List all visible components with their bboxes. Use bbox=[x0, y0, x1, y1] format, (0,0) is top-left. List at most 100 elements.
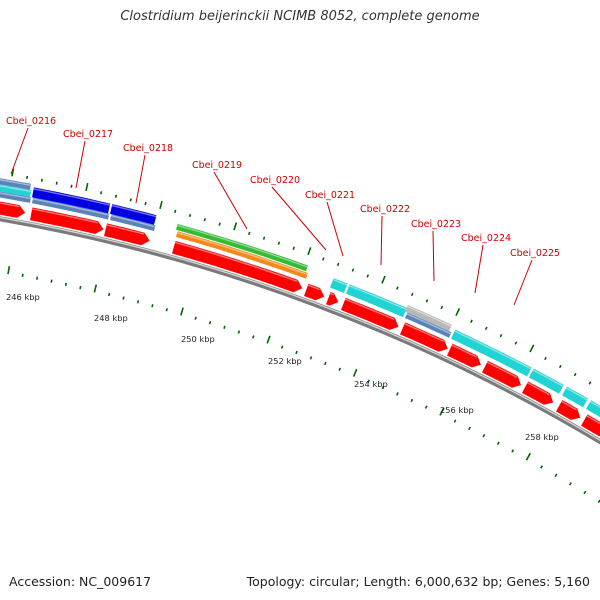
feature-tracks bbox=[0, 178, 600, 437]
leader-line-2 bbox=[135, 154, 146, 204]
outer-tick-11 bbox=[174, 209, 177, 214]
cds-arrow-3 bbox=[172, 241, 303, 293]
cds-arrow-8-shine bbox=[451, 344, 478, 358]
inner-tick-34 bbox=[496, 441, 500, 445]
outer-tick-18 bbox=[277, 241, 281, 245]
cds-arrow-10-shine bbox=[527, 382, 550, 396]
outer-tick-39 bbox=[588, 381, 592, 385]
cds-arrow-5-shine bbox=[329, 292, 334, 296]
outer-tick-12 bbox=[188, 213, 192, 218]
backbone-highlight bbox=[0, 216, 600, 442]
leader-line-7 bbox=[432, 230, 435, 282]
inner-tick-28 bbox=[410, 398, 414, 403]
cds-arrow-12 bbox=[581, 414, 600, 437]
leader-line-1 bbox=[75, 140, 86, 189]
outer-tick-5 bbox=[85, 182, 89, 192]
outer-tick-13 bbox=[203, 218, 206, 222]
inner-tick-27 bbox=[396, 392, 399, 396]
outer-tick-38 bbox=[573, 372, 577, 377]
cds-arrow-1-shine bbox=[32, 208, 98, 224]
cyan-feature-6-shine bbox=[589, 400, 600, 409]
cds-arrow-0 bbox=[0, 201, 26, 218]
rna-feature-3 bbox=[405, 312, 452, 338]
gene-label-cbei-0220: Cbei_0220 bbox=[250, 175, 300, 186]
inner-tick-6 bbox=[93, 284, 98, 293]
inner-tick-11 bbox=[165, 308, 168, 312]
cds-arrow-6 bbox=[341, 297, 399, 330]
leader-line-5 bbox=[326, 201, 344, 257]
outer-tick-33 bbox=[499, 333, 503, 338]
cds-arrow-6-shine bbox=[344, 298, 395, 320]
gene-label-cbei-0217: Cbei_0217 bbox=[63, 129, 113, 140]
inner-tick-38 bbox=[554, 473, 558, 477]
kbp-label-1: 248 kbp bbox=[94, 313, 128, 323]
leader-line-0 bbox=[10, 127, 29, 175]
inner-tick-31 bbox=[453, 419, 457, 423]
cds-arrow-2 bbox=[104, 223, 150, 246]
outer-tick-30 bbox=[455, 308, 461, 317]
cds-arrow-10 bbox=[522, 381, 554, 405]
outer-tick-7 bbox=[114, 194, 118, 198]
inner-tick-0 bbox=[7, 266, 11, 275]
inner-tick-37 bbox=[540, 465, 543, 469]
outer-tick-35 bbox=[529, 344, 535, 353]
leader-line-4 bbox=[271, 186, 327, 251]
rna-feature-0 bbox=[0, 191, 32, 203]
cyan-feature-3-shine bbox=[454, 330, 532, 370]
inner-tick-5 bbox=[79, 285, 82, 290]
outer-tick-31 bbox=[470, 319, 473, 323]
kbp-label-0: 246 kbp bbox=[6, 292, 40, 302]
blue-feature-2 bbox=[110, 204, 157, 225]
inner-tick-15 bbox=[223, 325, 226, 329]
outer-tick-10 bbox=[159, 200, 163, 210]
gene-label-cbei-0221: Cbei_0221 bbox=[305, 190, 355, 201]
cds-arrow-12-shine bbox=[586, 415, 600, 425]
cds-arrow-7 bbox=[400, 322, 448, 352]
gene-label-cbei-0219: Cbei_0219 bbox=[192, 160, 242, 171]
map-title: Clostridium beijerinckii NCIMB 8052, com… bbox=[120, 9, 480, 24]
kbp-label-3: 252 kbp bbox=[268, 356, 302, 366]
inner-tick-24 bbox=[352, 368, 358, 377]
inner-tick-40 bbox=[583, 490, 587, 495]
inner-tick-30 bbox=[439, 407, 445, 416]
genome-backbone bbox=[0, 216, 600, 445]
green-feature bbox=[176, 224, 308, 272]
outer-tick-37 bbox=[558, 364, 562, 369]
blue-feature-1-shine bbox=[33, 188, 111, 206]
inner-tick-23 bbox=[338, 367, 342, 371]
outer-tick-2 bbox=[40, 178, 43, 182]
inner-tick-12 bbox=[180, 307, 184, 316]
inner-tick-16 bbox=[237, 330, 241, 334]
cyan-feature-2 bbox=[346, 284, 407, 318]
leader-line-9 bbox=[513, 259, 533, 306]
inner-tick-22 bbox=[324, 361, 327, 366]
inner-tick-1 bbox=[21, 273, 24, 277]
inner-tick-7 bbox=[108, 292, 111, 297]
outer-tick-21 bbox=[322, 257, 325, 261]
cds-arrow-7-shine bbox=[404, 323, 444, 342]
inner-tick-19 bbox=[280, 345, 284, 349]
cyan-feature-4-shine bbox=[532, 369, 564, 387]
kbp-labels: 246 kbp 248 kbp 250 kbp 252 kbp 254 kbp 256 k… bbox=[6, 292, 559, 442]
cyan-feature-5 bbox=[562, 386, 588, 408]
inner-tick-39 bbox=[568, 482, 572, 486]
inner-tick-2 bbox=[36, 276, 39, 280]
inner-tick-21 bbox=[309, 356, 313, 360]
cds-arrow-8 bbox=[447, 343, 481, 368]
backbone-line bbox=[0, 216, 600, 445]
leader-line-8 bbox=[474, 244, 484, 294]
cds-arrow-5 bbox=[326, 292, 339, 306]
inner-tick-4 bbox=[64, 282, 67, 286]
gene-label-cbei-0224: Cbei_0224 bbox=[461, 233, 511, 244]
blue-feature-1 bbox=[32, 187, 111, 214]
outer-tick-6 bbox=[100, 191, 103, 195]
cds-arrow-0-shine bbox=[0, 202, 20, 208]
inner-tick-13 bbox=[194, 316, 197, 320]
outer-tick-8 bbox=[129, 198, 132, 202]
inner-tick-29 bbox=[424, 405, 428, 409]
tick-marks bbox=[7, 168, 600, 504]
rna-feature-0b bbox=[0, 178, 32, 190]
cds-arrow-3-shine bbox=[174, 241, 298, 283]
gray-feature-shine bbox=[406, 305, 452, 327]
inner-tick-14 bbox=[208, 321, 212, 325]
